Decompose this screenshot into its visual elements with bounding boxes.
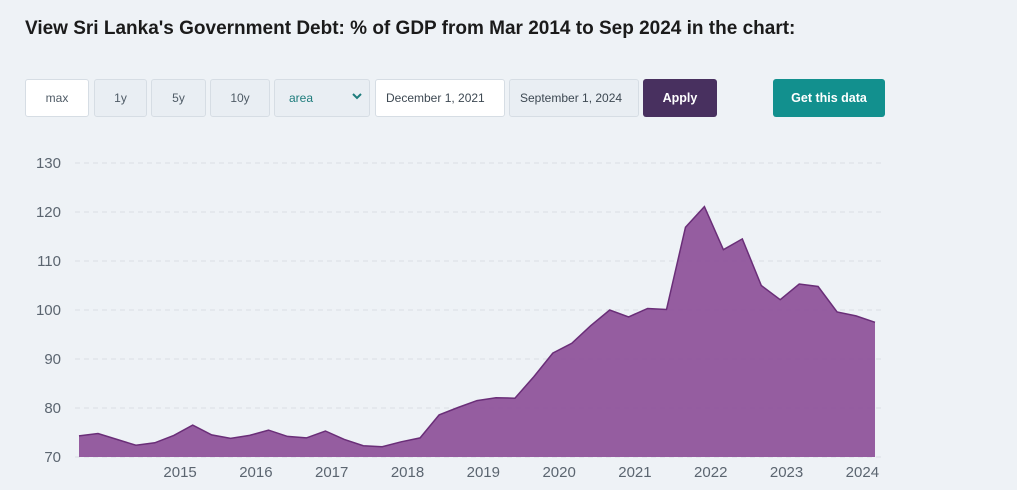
chevron-down-icon bbox=[351, 90, 363, 105]
x-tick-label: 2020 bbox=[542, 464, 575, 481]
range-button-10y[interactable]: 10y bbox=[210, 79, 270, 117]
area-fill bbox=[79, 206, 875, 457]
range-button-5y[interactable]: 5y bbox=[151, 79, 206, 117]
y-tick-label: 70 bbox=[44, 449, 61, 466]
page-title: View Sri Lanka's Government Debt: % of G… bbox=[25, 18, 796, 39]
x-tick-label: 2023 bbox=[770, 464, 803, 481]
x-tick-label: 2015 bbox=[163, 464, 196, 481]
y-tick-label: 120 bbox=[36, 204, 61, 221]
chart-type-value: area bbox=[289, 91, 314, 105]
y-tick-label: 80 bbox=[44, 400, 61, 417]
apply-button[interactable]: Apply bbox=[643, 79, 717, 117]
date-from-input[interactable]: December 1, 2021 bbox=[375, 79, 505, 117]
x-tick-label: 2018 bbox=[391, 464, 424, 481]
x-tick-label: 2019 bbox=[467, 464, 500, 481]
x-tick-label: 2016 bbox=[239, 464, 272, 481]
range-button-1y[interactable]: 1y bbox=[94, 79, 147, 117]
range-button-max[interactable]: max bbox=[25, 79, 89, 117]
y-tick-label: 100 bbox=[36, 302, 61, 319]
y-tick-label: 130 bbox=[36, 155, 61, 172]
x-tick-label: 2017 bbox=[315, 464, 348, 481]
y-tick-label: 110 bbox=[37, 253, 61, 270]
x-tick-label: 2022 bbox=[694, 464, 727, 481]
date-to-input[interactable]: September 1, 2024 bbox=[509, 79, 639, 117]
x-tick-label: 2021 bbox=[618, 464, 651, 481]
x-tick-label: 2024 bbox=[846, 464, 879, 481]
chart-type-select[interactable]: area bbox=[274, 79, 370, 117]
get-data-button[interactable]: Get this data bbox=[773, 79, 885, 117]
y-tick-label: 90 bbox=[44, 351, 61, 368]
area-chart: 70 80 90 100 110 120 130 2015 2016 2017 2018 2019 20… bbox=[36, 155, 883, 481]
